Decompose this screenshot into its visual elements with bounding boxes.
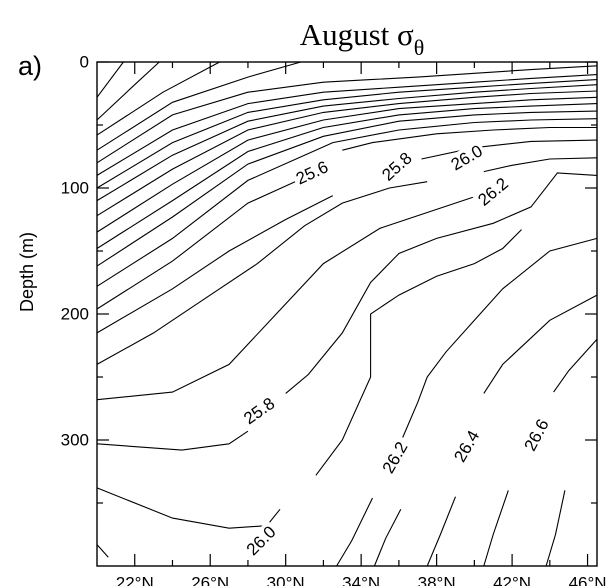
contour-line-27 (373, 509, 402, 567)
contour-line-14 (342, 126, 597, 151)
contour-label-bg (238, 391, 281, 431)
contour-label-8: 26.0 (240, 520, 282, 562)
contour-label-6: 26.4 (448, 424, 485, 468)
contour-label-bg (290, 155, 334, 190)
contour-label-3: 26.2 (472, 171, 515, 212)
contour-line-25 (336, 497, 373, 567)
contour-line-11 (96, 110, 598, 267)
x-tick-label: 22°N (116, 574, 154, 586)
contour-label-bg (472, 171, 515, 212)
contour-line-1 (96, 61, 160, 121)
contour-line-16 (421, 139, 598, 160)
x-tick-label: 38°N (418, 574, 456, 586)
contour-label-bg (376, 436, 414, 480)
y-tick-label: 100 (61, 179, 89, 198)
contour-line-13 (96, 181, 296, 310)
contour-line-26 (402, 237, 598, 438)
contour-line-32 (545, 490, 566, 567)
contour-line-20 (96, 430, 249, 451)
contour-line-9 (96, 96, 598, 233)
contour-line-21 (285, 172, 598, 394)
contour-line-22 (96, 487, 281, 529)
tick-labels: 0 100 200 300 22°N 26°N 30°N 34°N 38°N 42°N 46°N (61, 53, 607, 586)
y-tick-label: 200 (61, 305, 89, 324)
chart-title: August σθ (300, 17, 425, 60)
contour-line-10 (96, 103, 598, 249)
contour-line-5 (96, 74, 598, 176)
contour-line-2 (96, 61, 220, 136)
contour-label-bg (376, 146, 418, 187)
contour-line-23 (315, 229, 522, 476)
contour-line-4 (96, 65, 598, 164)
y-tick-label: 0 (80, 53, 89, 72)
contour-line-0 (96, 61, 124, 98)
contour-line-3 (96, 61, 301, 151)
contour-lines (96, 61, 598, 567)
x-tick-label: 30°N (267, 574, 305, 586)
contour-label-0: 25.6 (290, 155, 334, 190)
contour-line-30 (483, 490, 509, 567)
contour-label-5: 26.2 (376, 436, 414, 480)
panel-label: a) (18, 51, 42, 81)
axis-ticks (97, 61, 597, 566)
contour-line-15 (96, 195, 334, 334)
contour-line-31 (553, 338, 598, 393)
x-tick-label: 46°N (569, 574, 607, 586)
contour-label-bg (240, 520, 282, 562)
contour-line-29 (483, 294, 598, 394)
contour-line-17 (96, 181, 428, 365)
title-subscript: θ (414, 35, 425, 60)
contour-label-bg (448, 424, 485, 468)
contour-line-7 (96, 84, 598, 202)
title-main: August σ (300, 17, 414, 52)
contour-label-1: 25.8 (376, 146, 418, 187)
contour-label-bg (518, 413, 555, 457)
y-tick-label: 300 (61, 431, 89, 450)
contour-line-8 (96, 90, 598, 217)
contour-label-7: 26.6 (518, 413, 555, 457)
contour-label-4: 25.8 (238, 391, 281, 431)
x-tick-label: 26°N (191, 574, 229, 586)
y-axis-title: Depth (m) (17, 232, 37, 312)
x-tick-label: 42°N (493, 574, 531, 586)
contour-line-24 (96, 544, 109, 558)
contour-line-12 (96, 118, 598, 287)
x-tick-label: 34°N (342, 574, 380, 586)
contour-label-bg (445, 139, 489, 176)
contour-labels: 25.6 25.8 26.026.225.826.2 26.4 26.626.0 (238, 139, 555, 562)
contour-line-19 (96, 189, 494, 401)
contour-line-18 (483, 157, 598, 173)
contour-label-2: 26.0 (445, 139, 489, 176)
plot-frame (96, 61, 598, 567)
contour-line-6 (96, 79, 598, 189)
contour-line-28 (426, 496, 457, 567)
